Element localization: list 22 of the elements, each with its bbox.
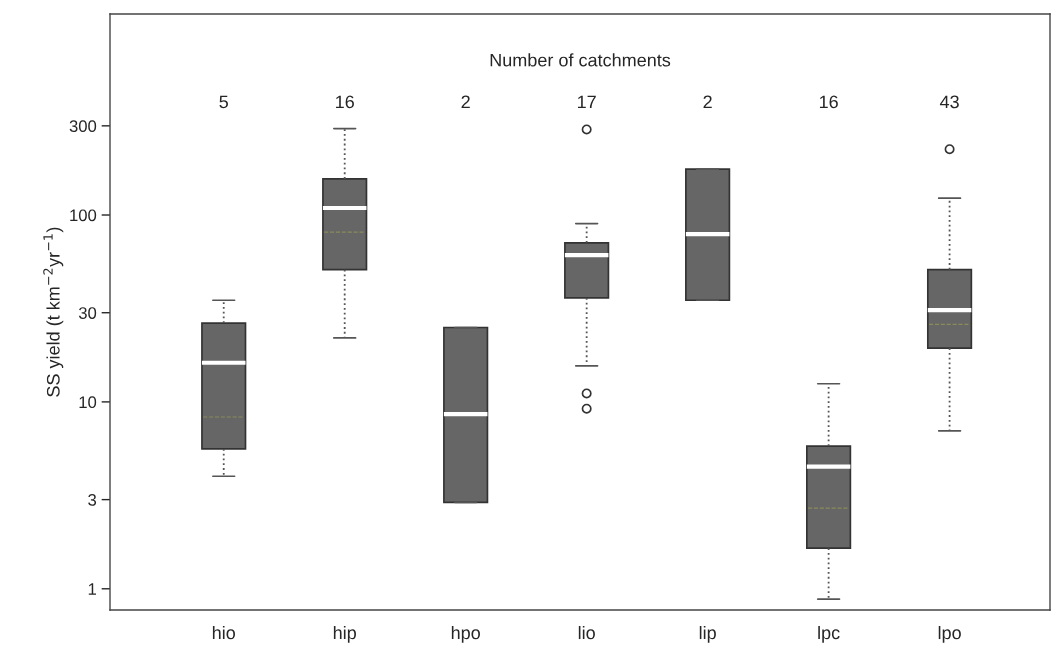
x-tick-label: lpc bbox=[818, 625, 840, 643]
x-tick-label: lpo bbox=[938, 625, 961, 643]
annotation: 17 bbox=[577, 95, 596, 109]
y-tick-label: 1 bbox=[88, 583, 96, 595]
x-tick-label: hpo bbox=[451, 625, 480, 643]
y-axis-title: SS yield (t km$^{−2}$yr$^{−1}$) bbox=[43, 227, 64, 397]
y-tick-label: 100 bbox=[70, 209, 97, 222]
annotation: 5 bbox=[219, 95, 228, 109]
x-tick-label: hio bbox=[212, 625, 236, 640]
annotation: 2 bbox=[703, 95, 712, 109]
annotation: Number of catchments bbox=[490, 53, 671, 67]
x-tick-label: lio bbox=[578, 625, 595, 640]
y-tick-label: 3 bbox=[88, 494, 97, 506]
y-tick-label: 30 bbox=[78, 307, 97, 319]
annotation: 16 bbox=[819, 95, 838, 109]
x-tick-label: lip bbox=[699, 625, 716, 643]
y-tick-label: 10 bbox=[79, 396, 97, 409]
annotation: 43 bbox=[939, 95, 959, 109]
y-tick-label: 300 bbox=[69, 120, 97, 133]
x-tick-label: hip bbox=[333, 625, 356, 643]
annotation: 2 bbox=[461, 95, 470, 109]
annotation: 16 bbox=[336, 95, 354, 109]
